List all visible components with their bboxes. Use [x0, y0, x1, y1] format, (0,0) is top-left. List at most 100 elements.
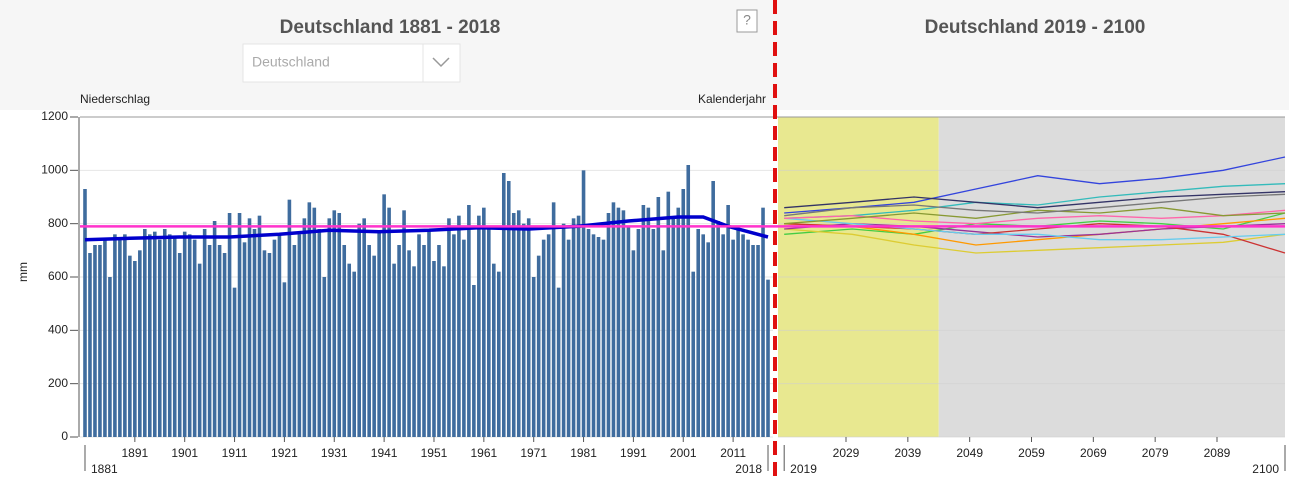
bar	[601, 239, 606, 437]
bar	[516, 210, 521, 437]
y-tick-label: 400	[48, 323, 68, 337]
bar	[462, 239, 466, 437]
bar	[726, 205, 730, 437]
bar	[277, 234, 282, 437]
bar	[83, 189, 87, 437]
bar	[701, 234, 705, 437]
bar	[103, 239, 107, 437]
bar	[397, 245, 401, 437]
bar	[641, 205, 646, 437]
bar	[347, 263, 352, 437]
bar	[766, 279, 770, 437]
x-tick-label: 1991	[620, 446, 647, 460]
projection-line	[784, 191, 1286, 209]
x-tick-label: 1971	[520, 446, 547, 460]
x-tick-label: 1921	[271, 446, 298, 460]
bar	[496, 271, 501, 437]
x-tick-label: 1901	[171, 446, 198, 460]
y-tick-label: 0	[61, 429, 68, 443]
bar	[113, 234, 117, 437]
dropdown-arrow	[432, 57, 450, 68]
y-tick-label: 800	[48, 216, 68, 230]
bar	[492, 263, 496, 437]
bar	[167, 234, 172, 437]
bar	[686, 165, 691, 437]
plot: 0 200 400 600 800 1000 1200 1891 1901 1911 1921 193…	[41, 0, 1286, 480]
bar	[417, 234, 421, 437]
bar	[192, 239, 197, 437]
projection-line	[784, 183, 1286, 219]
bar	[556, 287, 561, 437]
help-button[interactable]	[736, 9, 758, 33]
x-tick-label: 2029	[833, 446, 860, 460]
x-tick-label: 1891	[121, 446, 148, 460]
bar	[427, 229, 431, 437]
x-tick-label: 2079	[1142, 446, 1169, 460]
bar	[143, 229, 147, 437]
bar	[352, 271, 357, 437]
bar	[696, 229, 701, 437]
region-dropdown[interactable]	[242, 43, 461, 83]
bar	[432, 261, 436, 437]
bar	[267, 253, 272, 437]
bar	[531, 277, 536, 437]
x-tick-label: 2018	[735, 462, 762, 476]
bar	[357, 223, 361, 437]
x-axis-title: Kalenderjahr	[698, 92, 766, 106]
bar	[342, 245, 347, 437]
bar	[197, 263, 202, 437]
bar	[457, 215, 461, 437]
y-tick-label: 1000	[41, 163, 68, 177]
bar	[447, 218, 451, 437]
projection-line	[784, 156, 1286, 214]
bar	[98, 245, 102, 437]
bar	[138, 250, 142, 437]
bar	[676, 207, 681, 437]
bar	[123, 234, 127, 437]
unit-label: mm	[16, 262, 30, 282]
bar	[731, 239, 735, 437]
bar	[322, 277, 327, 437]
bar	[287, 199, 292, 437]
bar	[691, 271, 696, 437]
bar	[756, 245, 760, 437]
bar	[741, 234, 745, 437]
x-tick-label: 2069	[1080, 446, 1107, 460]
bar	[312, 207, 317, 437]
y-tick-label: 200	[48, 376, 68, 390]
chart-title: Deutschland 2019 - 2100	[925, 17, 1146, 38]
bar	[521, 223, 526, 437]
bar	[576, 215, 581, 437]
bar	[302, 218, 307, 437]
bar	[551, 202, 556, 437]
bar	[596, 237, 601, 437]
trend-line	[84, 215, 769, 242]
x-tick-label: 2011	[720, 446, 746, 460]
bar	[501, 173, 506, 437]
bar	[108, 277, 112, 437]
bar	[482, 207, 486, 437]
help-icon: ?	[743, 12, 751, 28]
x-tick-label: 1941	[371, 446, 398, 460]
bar	[661, 250, 666, 437]
bar	[442, 266, 446, 437]
bar	[746, 239, 750, 437]
bar	[162, 229, 167, 437]
projection-line	[784, 193, 1286, 217]
bar	[272, 239, 277, 437]
bar	[207, 245, 212, 437]
bar	[681, 189, 686, 437]
bar	[392, 263, 396, 437]
x-tick-label: 2019	[790, 462, 817, 476]
bar	[616, 207, 621, 437]
bar	[511, 213, 516, 437]
bar	[646, 207, 651, 437]
x-tick-label: 1981	[570, 446, 597, 460]
bar	[736, 229, 740, 437]
bar	[536, 255, 541, 437]
dropdown-value: Deutschland	[252, 54, 330, 70]
bar	[297, 234, 302, 437]
bar	[581, 170, 586, 438]
bar	[382, 194, 386, 437]
